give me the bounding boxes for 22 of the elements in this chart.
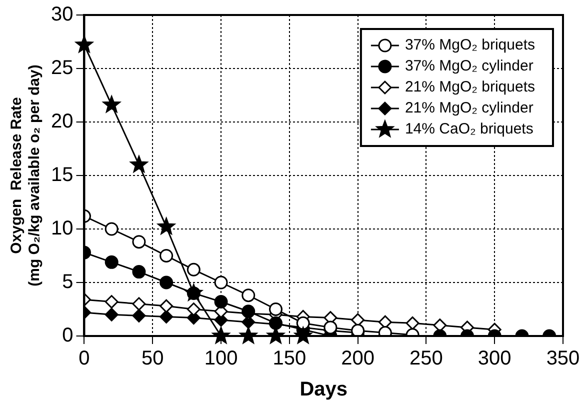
x-tick-label: 200 [341, 348, 375, 370]
y-tick-label: 5 [62, 271, 74, 294]
x-axis-title: Days [300, 378, 348, 401]
x-tick-label: 50 [142, 348, 164, 370]
x-tick-label: 250 [410, 348, 443, 370]
y-tick-label: 10 [50, 218, 74, 240]
x-tick-label: 350 [546, 348, 580, 370]
x-tick-label: 0 [78, 348, 90, 370]
y-tick-label: 20 [50, 110, 74, 133]
y-tick-label: 30 [50, 4, 74, 26]
y-axis-title: Oxygen Release Rate (mg O₂/kg available o₂ per day) [8, 64, 44, 286]
x-tick-label: 100 [204, 348, 238, 370]
legend-label: 37% MgO₂ cylinder [404, 58, 534, 75]
y-tick-label: 15 [50, 164, 74, 186]
legend-label: 14% CaO₂ briquets [404, 120, 534, 138]
legend-label: 37% MgO₂ briquets [404, 36, 536, 54]
y-tick-label: 25 [50, 57, 74, 80]
legend-label: 21% MgO₂ cylinder [404, 100, 534, 117]
x-tick-label: 150 [272, 348, 306, 370]
legend-label: 21% MgO₂ briquets [404, 78, 536, 96]
x-tick-label: 300 [478, 348, 512, 370]
y-tick-label: 0 [62, 324, 74, 347]
